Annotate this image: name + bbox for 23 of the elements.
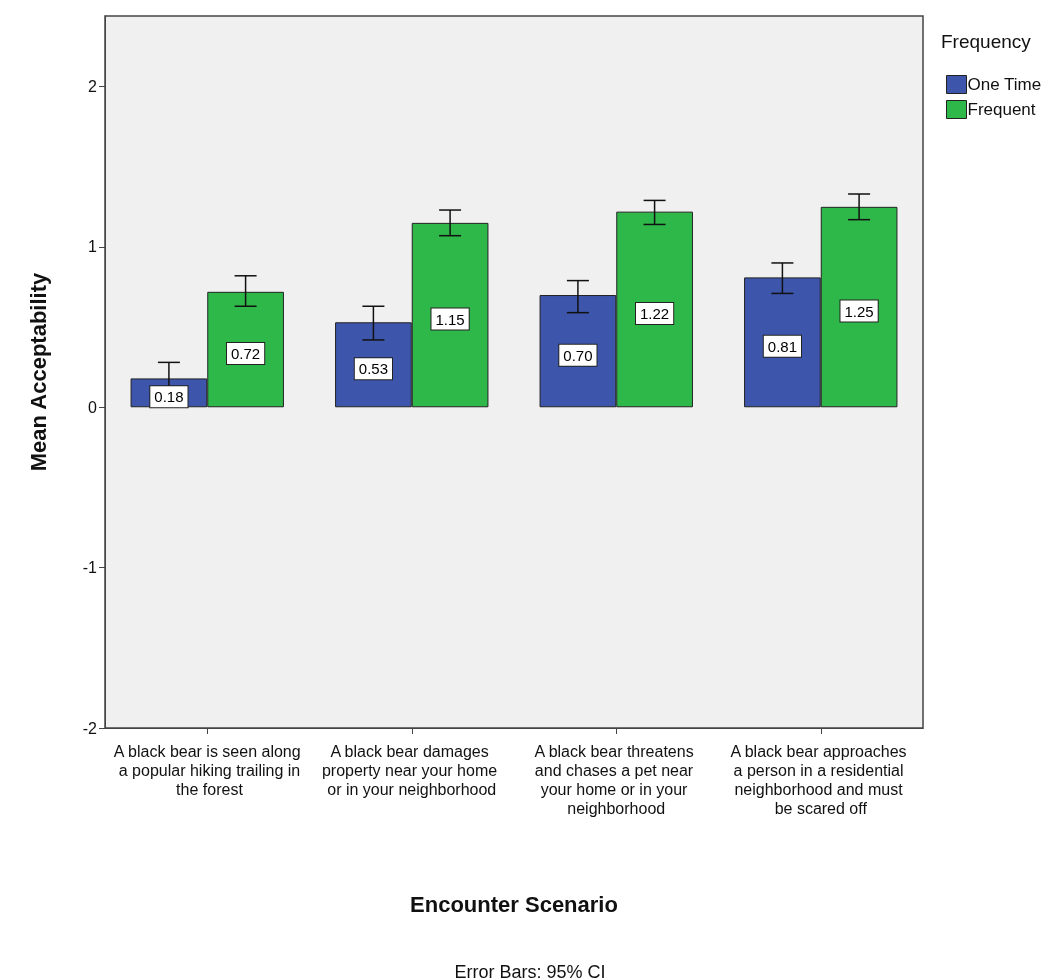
data-label: 1.22 [639, 304, 670, 322]
x-tick-label: A black bear damages property near your home or in your neighborhood [321, 743, 502, 798]
x-tick-label: A black bear is seen along a popular hiking trailing in the forest [113, 743, 301, 798]
data-label: 0.81 [767, 337, 798, 355]
data-label: 0.18 [154, 388, 184, 406]
y-tick-label: 2 [88, 78, 98, 96]
y-tick-label: 0 [88, 398, 98, 416]
data-label: 1.25 [844, 302, 874, 320]
y-tick-label: -2 [82, 719, 98, 737]
legend-title: Frequency [941, 31, 1032, 52]
data-label: 0.72 [230, 345, 261, 363]
y-tick-label: 1 [88, 238, 98, 256]
legend-label: One Time [967, 75, 1042, 94]
text: Error Bars: 95% CI [454, 962, 606, 980]
data-label: 0.70 [563, 346, 593, 364]
y-tick-label: -1 [82, 559, 98, 577]
x-tick-label: A black bear approaches a person in a residential neighborhood and must be scared off [730, 743, 912, 817]
data-label: 1.15 [435, 310, 465, 328]
legend-label: Frequent [967, 100, 1036, 119]
x-tick-label: A black bear threatens and chases a pet near your home or in your neighborhood [534, 743, 699, 817]
data-label: 0.53 [358, 360, 389, 378]
y-axis-title: Mean Acceptability [25, 272, 51, 472]
x-axis-title: Encounter Scenario [410, 891, 618, 917]
